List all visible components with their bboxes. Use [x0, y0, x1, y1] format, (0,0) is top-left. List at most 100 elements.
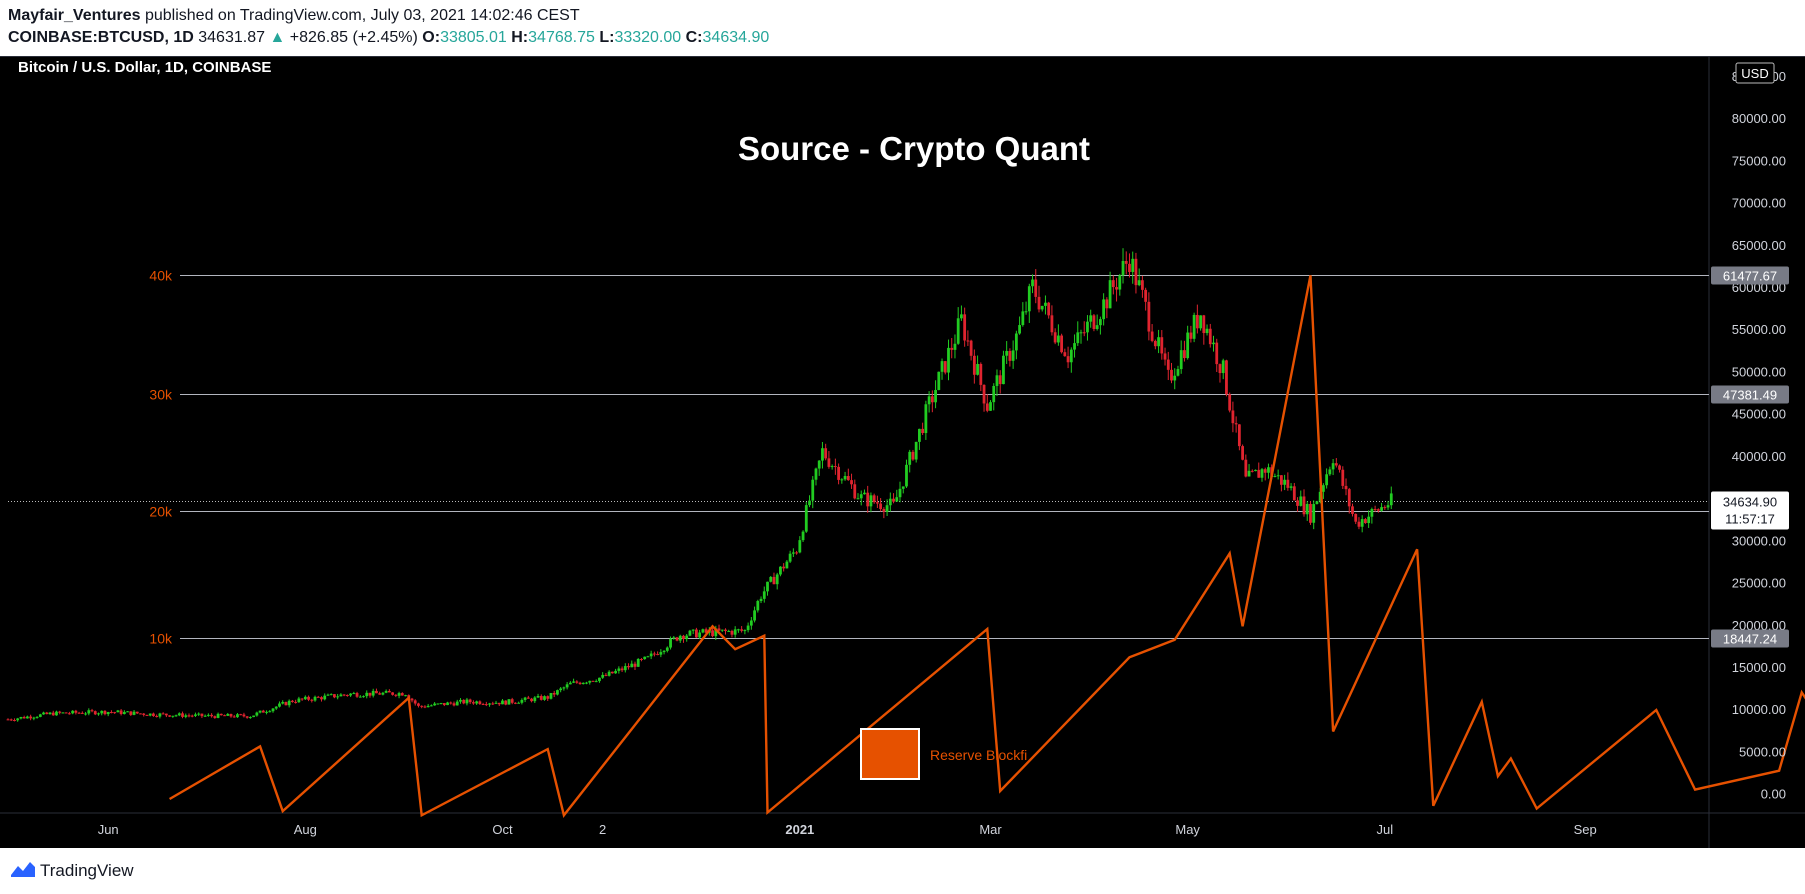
price-candle [769, 575, 773, 583]
currency-label: USD [1741, 66, 1768, 81]
price-candle [846, 468, 850, 481]
price-candle [552, 690, 556, 698]
price-candle [1115, 277, 1118, 302]
price-candle [801, 530, 805, 542]
price-candle [465, 697, 469, 706]
price-candle [1389, 486, 1393, 509]
tradingview-brand[interactable]: TradingView [40, 861, 134, 880]
current-price-badge [1711, 491, 1789, 530]
reserve-blockfi-line[interactable] [168, 275, 1805, 818]
price-candle [1189, 325, 1193, 343]
x-tick-label: Mar [979, 822, 1002, 837]
price-candle [355, 691, 359, 698]
x-tick-label: 2 [599, 822, 606, 837]
price-candle [1292, 482, 1296, 501]
price-candle [1231, 401, 1235, 433]
price-candle [1283, 474, 1287, 491]
y-tick-label: 65000.00 [1732, 238, 1786, 253]
price-candle [514, 702, 517, 705]
up-arrow-icon: ▲ [269, 29, 286, 46]
price-candle [1341, 466, 1345, 490]
author-name[interactable]: Mayfair_Ventures [8, 7, 141, 24]
price-candle [400, 692, 404, 696]
price-candle [481, 702, 485, 706]
price-candle [252, 715, 256, 718]
price-candle [956, 307, 960, 345]
price-candle [636, 658, 640, 667]
price-candle [203, 714, 207, 717]
reserve-scale-label: 10k [149, 631, 173, 647]
price-candle [523, 696, 527, 703]
price-candle [1179, 340, 1183, 374]
price-candle [349, 693, 352, 697]
price-candle [924, 400, 928, 440]
price-candle [187, 713, 191, 718]
price-candle [1005, 341, 1009, 364]
close-label: C: [685, 29, 703, 46]
price-candle [843, 471, 847, 481]
price-candle [701, 628, 705, 634]
price-candle [74, 709, 78, 715]
price-candle [591, 680, 595, 682]
price-candle [1073, 334, 1076, 358]
price-candle [724, 628, 727, 635]
price-candle [1218, 363, 1222, 383]
price-candle [1008, 348, 1012, 367]
publish-info: Mayfair_Ventures published on TradingVie… [8, 7, 580, 25]
indicator-legend-label: Reserve Blockfi [930, 747, 1027, 763]
price-candle [297, 696, 301, 703]
price-candle [1024, 301, 1028, 315]
price-candle [517, 701, 521, 704]
price-candle [1247, 464, 1251, 477]
price-candle [1166, 351, 1170, 381]
price-candle [158, 712, 162, 719]
price-candle [439, 702, 443, 705]
price-candle [588, 680, 592, 685]
price-candle [788, 550, 792, 564]
price-candle [307, 695, 310, 702]
price-candle [294, 699, 298, 704]
price-candle [58, 710, 62, 715]
tradingview-logo-icon[interactable] [10, 859, 36, 879]
price-candle [520, 698, 524, 705]
x-tick-label: Aug [294, 822, 317, 837]
y-tick-label: 70000.00 [1732, 196, 1786, 211]
price-candle [433, 702, 437, 706]
price-candle [943, 360, 947, 375]
price-candle [1060, 333, 1064, 354]
price-candle [25, 715, 29, 719]
price-candle [1296, 497, 1299, 512]
price-candle [979, 362, 983, 392]
price-candle [685, 634, 689, 642]
price-candle [281, 700, 285, 705]
price-candle [785, 559, 789, 569]
y-tick-label: 10000.00 [1732, 702, 1786, 717]
price-candle [261, 709, 265, 713]
price-candle [126, 711, 129, 713]
price-candle [1360, 515, 1364, 533]
reserve-scale-label: 20k [149, 504, 173, 520]
price-candle [1098, 316, 1102, 335]
price-candle [901, 486, 905, 494]
price-candle [1069, 347, 1073, 373]
level-price-badge [1711, 385, 1789, 404]
price-candle [1338, 464, 1341, 473]
price-candle [927, 391, 931, 413]
price-candle [442, 703, 446, 707]
symbol-name[interactable]: COINBASE:BTCUSD, 1D [8, 29, 194, 46]
price-candle [594, 679, 598, 683]
currency-badge[interactable]: USD [1735, 62, 1775, 84]
price-candle [1234, 416, 1238, 433]
price-candle [1286, 472, 1290, 491]
y-tick-label: 20000.00 [1732, 618, 1786, 633]
price-candle [119, 709, 123, 716]
price-candle [1205, 324, 1209, 336]
price-candle [963, 307, 967, 347]
price-chart[interactable]: 85000.0080000.0075000.0070000.0065000.00… [0, 56, 1805, 848]
price-candle [429, 704, 433, 707]
price-candle [607, 670, 611, 677]
price-candle [97, 712, 100, 716]
y-tick-label: 5000.00 [1739, 744, 1786, 759]
price-candle [652, 651, 656, 657]
price-candle [29, 714, 33, 721]
